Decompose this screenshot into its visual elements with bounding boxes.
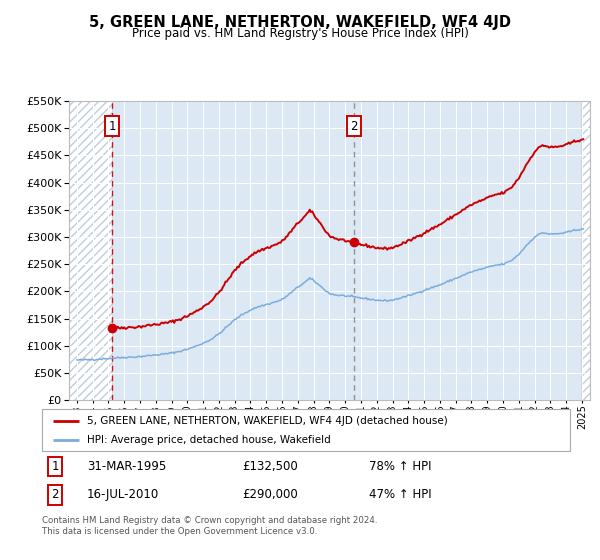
Text: 5, GREEN LANE, NETHERTON, WAKEFIELD, WF4 4JD: 5, GREEN LANE, NETHERTON, WAKEFIELD, WF4… bbox=[89, 15, 511, 30]
Text: 1: 1 bbox=[109, 120, 116, 133]
Text: £132,500: £132,500 bbox=[242, 460, 298, 473]
Text: £290,000: £290,000 bbox=[242, 488, 298, 501]
Text: HPI: Average price, detached house, Wakefield: HPI: Average price, detached house, Wake… bbox=[87, 435, 331, 445]
Text: 1: 1 bbox=[52, 460, 59, 473]
Text: 5, GREEN LANE, NETHERTON, WAKEFIELD, WF4 4JD (detached house): 5, GREEN LANE, NETHERTON, WAKEFIELD, WF4… bbox=[87, 416, 448, 426]
Text: 2: 2 bbox=[350, 120, 358, 133]
Text: 47% ↑ HPI: 47% ↑ HPI bbox=[370, 488, 432, 501]
Text: 2: 2 bbox=[52, 488, 59, 501]
Text: 78% ↑ HPI: 78% ↑ HPI bbox=[370, 460, 432, 473]
Text: Contains HM Land Registry data © Crown copyright and database right 2024.
This d: Contains HM Land Registry data © Crown c… bbox=[42, 516, 377, 536]
Text: 31-MAR-1995: 31-MAR-1995 bbox=[87, 460, 166, 473]
FancyBboxPatch shape bbox=[42, 409, 570, 451]
Text: Price paid vs. HM Land Registry's House Price Index (HPI): Price paid vs. HM Land Registry's House … bbox=[131, 27, 469, 40]
Text: 16-JUL-2010: 16-JUL-2010 bbox=[87, 488, 159, 501]
